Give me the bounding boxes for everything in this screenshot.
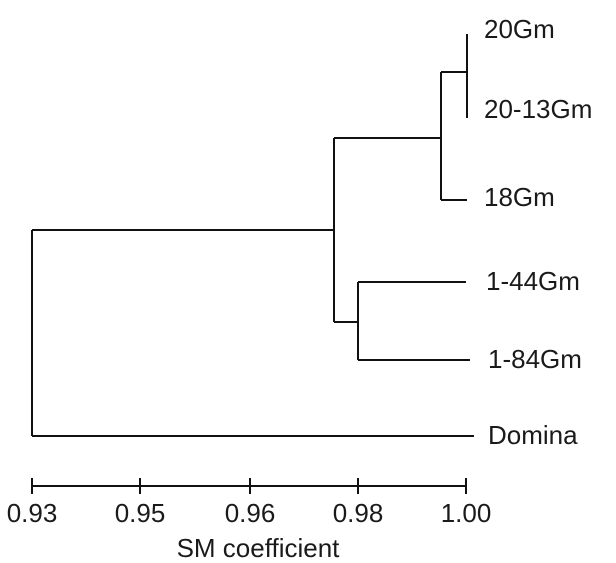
tick-label: 0.96 — [225, 498, 276, 528]
dendrogram-branches — [31, 34, 474, 437]
leaf-label-domina: Domina — [488, 420, 578, 450]
leaf-label-1-84gm: 1-84Gm — [488, 344, 582, 374]
leaf-label-20gm: 20Gm — [484, 14, 555, 44]
leaf-label-20-13gm: 20-13Gm — [484, 94, 592, 124]
axis-title: SM coefficient — [177, 533, 341, 563]
tick-label: 1.00 — [441, 498, 492, 528]
tick-label: 0.95 — [115, 498, 166, 528]
leaf-label-18gm: 18Gm — [484, 182, 555, 212]
tick-label: 0.98 — [333, 498, 384, 528]
leaf-labels: 20Gm 20-13Gm 18Gm 1-44Gm 1-84Gm Domina — [484, 14, 592, 450]
leaf-label-1-44gm: 1-44Gm — [486, 266, 580, 296]
similarity-axis: 0.93 0.95 0.96 0.98 1.00 SM coefficient — [7, 478, 492, 563]
tick-label: 0.93 — [7, 498, 58, 528]
